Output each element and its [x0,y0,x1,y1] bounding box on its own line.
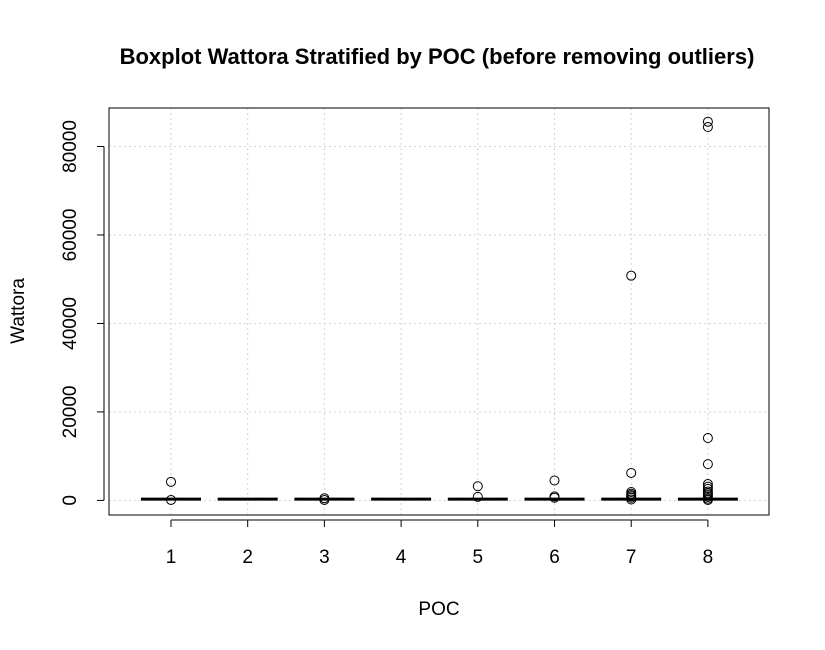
y-tick-label-0: 0 [60,495,81,506]
outlier-point-1-0 [166,476,176,487]
x-tick-label-3: 3 [319,547,330,568]
boxes [141,116,738,505]
y-tick-label-40000: 40000 [60,297,81,350]
outlier-point-8-2 [702,433,713,444]
chart-title: Boxplot Wattora Stratified by POC (befor… [120,44,755,69]
outlier-point-3-1 [319,494,330,505]
outlier-point-1-1 [166,494,176,505]
plot-frame [108,107,770,516]
axes: 1 2 3 4 5 6 7 8 0 20000 40000 60000 80000 [60,120,713,568]
outlier-point-7-0 [626,270,637,281]
outlier-point-5-0 [472,481,483,492]
x-tick-label-6: 6 [549,547,560,568]
outlier-point-8-0 [702,116,713,127]
outlier-point-8-12 [702,494,713,505]
x-axis-label: POC [418,599,459,620]
x-tick-label-5: 5 [473,547,484,568]
x-tick-label-8: 8 [703,547,714,568]
y-axis-label: Wattora [8,278,29,344]
y-tick-label-80000: 80000 [60,120,81,173]
outlier-point-8-5 [702,481,713,492]
outlier-point-8-6 [702,483,713,494]
outlier-point-6-0 [549,475,560,486]
x-tick-label-2: 2 [242,547,253,568]
outlier-point-5-1 [472,491,483,502]
x-tick-label-4: 4 [396,547,407,568]
outlier-point-6-2 [549,492,560,503]
x-tick-label-7: 7 [626,547,637,568]
x-tick-label-1: 1 [166,547,177,568]
outlier-point-7-7 [626,494,637,505]
y-tick-label-20000: 20000 [60,386,81,439]
outlier-point-7-1 [626,467,637,478]
outlier-point-8-3 [702,459,713,470]
y-tick-label-60000: 60000 [60,209,81,262]
grid-lines [109,108,769,515]
outlier-point-8-1 [702,122,713,133]
